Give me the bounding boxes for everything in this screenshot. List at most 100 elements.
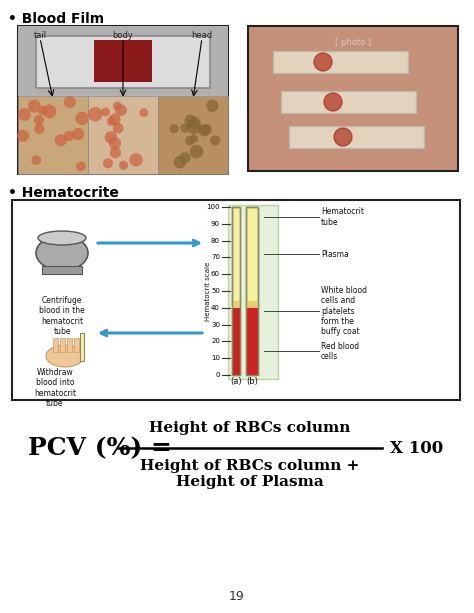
Bar [246, 207, 258, 375]
Circle shape [119, 161, 128, 170]
Bar [88, 96, 158, 174]
Bar [246, 207, 258, 375]
Bar [94, 40, 152, 82]
Circle shape [101, 108, 110, 116]
Circle shape [38, 106, 47, 115]
Circle shape [185, 136, 194, 145]
Text: 10: 10 [211, 355, 220, 361]
Circle shape [35, 124, 45, 134]
Circle shape [174, 156, 186, 168]
Bar [18, 26, 228, 174]
Text: head: head [191, 31, 212, 40]
Circle shape [32, 156, 41, 165]
Circle shape [199, 125, 210, 136]
Bar [80, 333, 84, 361]
Ellipse shape [46, 345, 84, 367]
Bar [246, 308, 258, 375]
Text: 30: 30 [211, 322, 220, 327]
Circle shape [28, 100, 40, 112]
Circle shape [109, 114, 120, 125]
Text: 20: 20 [211, 338, 220, 345]
Text: 50: 50 [211, 288, 220, 294]
Bar [232, 308, 240, 375]
Circle shape [55, 134, 66, 146]
Bar [158, 96, 228, 174]
Circle shape [190, 135, 198, 143]
Text: 40: 40 [211, 305, 220, 311]
Circle shape [113, 102, 121, 110]
Bar [36, 36, 210, 88]
Bar [228, 205, 278, 379]
Circle shape [210, 135, 220, 145]
Text: Height of RBCs column: Height of RBCs column [149, 421, 351, 435]
Text: Hematocrit
tube: Hematocrit tube [321, 207, 364, 227]
Circle shape [180, 153, 191, 163]
Text: 90: 90 [211, 221, 220, 227]
Bar [53, 338, 58, 352]
Text: Plasma: Plasma [321, 249, 349, 259]
Circle shape [110, 147, 121, 158]
Text: 70: 70 [211, 254, 220, 261]
Text: 60: 60 [211, 271, 220, 277]
Circle shape [140, 109, 148, 117]
Text: • Blood Film: • Blood Film [8, 12, 104, 26]
Text: tail: tail [34, 31, 46, 40]
Circle shape [88, 107, 102, 121]
Circle shape [170, 124, 179, 133]
Circle shape [185, 115, 196, 126]
Text: 100: 100 [207, 204, 220, 210]
Circle shape [334, 128, 352, 146]
Circle shape [188, 117, 201, 129]
Circle shape [76, 112, 89, 124]
Bar [232, 207, 240, 375]
Circle shape [314, 53, 332, 71]
Bar [246, 301, 258, 308]
Ellipse shape [36, 235, 88, 270]
Circle shape [130, 153, 143, 166]
Circle shape [43, 105, 56, 118]
Circle shape [187, 120, 201, 134]
Text: Centrifuge
blood in the
hematocrit
tube: Centrifuge blood in the hematocrit tube [39, 296, 85, 336]
Text: White blood
cells and
platelets
form the
buffy coat: White blood cells and platelets form the… [321, 286, 367, 337]
Circle shape [18, 109, 30, 121]
Circle shape [64, 131, 74, 141]
Bar [18, 26, 228, 96]
Bar [281, 91, 416, 113]
Bar [232, 301, 240, 308]
Bar [42, 266, 82, 274]
Text: • Hematocrite: • Hematocrite [8, 186, 119, 200]
Circle shape [113, 123, 123, 134]
Circle shape [324, 93, 342, 111]
Bar [12, 200, 460, 400]
Text: 19: 19 [229, 590, 245, 603]
Text: 80: 80 [211, 238, 220, 243]
Circle shape [207, 100, 219, 112]
Circle shape [107, 117, 116, 126]
Bar [60, 338, 65, 352]
Bar [18, 96, 88, 174]
Text: Hematocrit scale: Hematocrit scale [205, 261, 211, 321]
Circle shape [109, 137, 121, 149]
Circle shape [17, 130, 29, 142]
Circle shape [201, 124, 211, 135]
Circle shape [181, 124, 190, 132]
Circle shape [64, 96, 75, 108]
Bar [273, 51, 408, 73]
Circle shape [76, 162, 85, 171]
Ellipse shape [38, 231, 86, 245]
Text: Height of RBCs column +
Height of Plasma: Height of RBCs column + Height of Plasma [140, 459, 360, 489]
Bar [289, 126, 424, 148]
Bar [232, 207, 240, 375]
Text: PCV (%) =: PCV (%) = [28, 436, 172, 460]
Circle shape [190, 145, 203, 158]
Text: [ photo ]: [ photo ] [335, 38, 371, 47]
Text: X 100: X 100 [390, 440, 443, 457]
Text: 0: 0 [216, 372, 220, 378]
Circle shape [34, 115, 44, 125]
Text: body: body [112, 31, 134, 40]
Circle shape [115, 105, 127, 116]
Text: (b): (b) [246, 377, 258, 386]
Text: Red blood
cells: Red blood cells [321, 342, 359, 361]
Bar [74, 338, 79, 352]
Circle shape [72, 128, 84, 140]
